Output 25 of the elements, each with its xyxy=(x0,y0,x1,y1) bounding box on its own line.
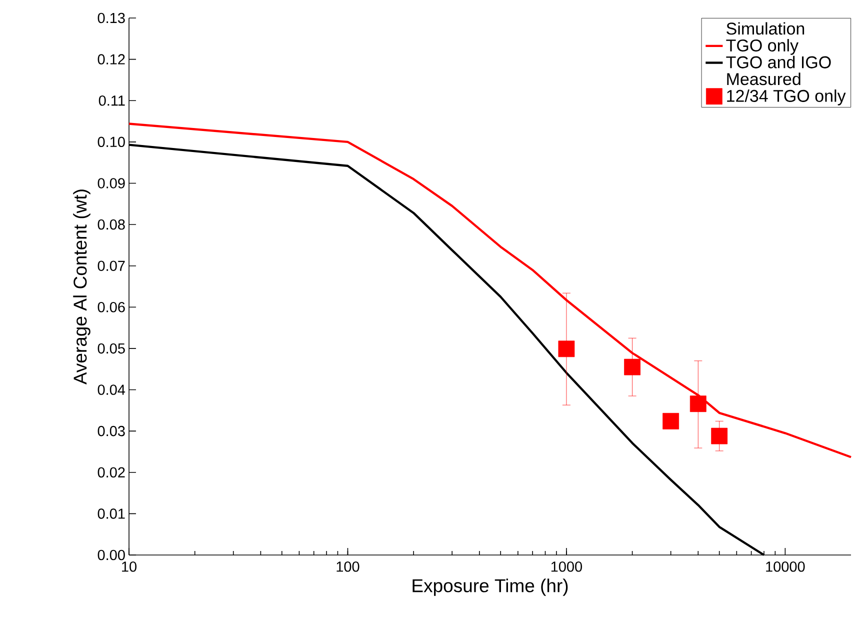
x-tick-label: 100 xyxy=(336,562,360,572)
y-tick-label: 0.09 xyxy=(98,178,125,188)
y-tick-label: 0.04 xyxy=(98,384,126,395)
y-tick-label: 0.07 xyxy=(98,260,125,271)
y-tick-label: 0.10 xyxy=(98,136,125,148)
annotation: Simulation xyxy=(726,22,804,35)
y-tick-label: 0.01 xyxy=(98,508,125,519)
y-tick-label: 0.03 xyxy=(98,426,125,436)
y-tick-label: 0.11 xyxy=(98,95,125,106)
y-tick-label: 0.08 xyxy=(98,219,125,230)
x-tick-label: 10 xyxy=(122,562,136,572)
x-tick-label: 10000 xyxy=(766,562,805,572)
legend-label: TGO and IGO xyxy=(726,56,831,68)
y-tick-label: 0.00 xyxy=(98,550,125,560)
x-tick-label: 1000 xyxy=(551,562,582,572)
y-tick-label: 0.13 xyxy=(98,12,125,24)
legend-label: TGO only xyxy=(726,39,799,55)
x-axis-title: Exposure Time (hr) xyxy=(412,578,568,596)
y-tick-label: 0.06 xyxy=(98,302,125,312)
y-axis-title: Average Al Content (wt) xyxy=(73,190,90,384)
y-tick-label: 0.05 xyxy=(98,343,125,354)
legend-label: 12/34 TGO only xyxy=(727,89,846,106)
annotation: Measured xyxy=(727,72,800,86)
y-tick-label: 0.12 xyxy=(98,54,125,64)
y-tick-label: 0.02 xyxy=(98,467,125,478)
